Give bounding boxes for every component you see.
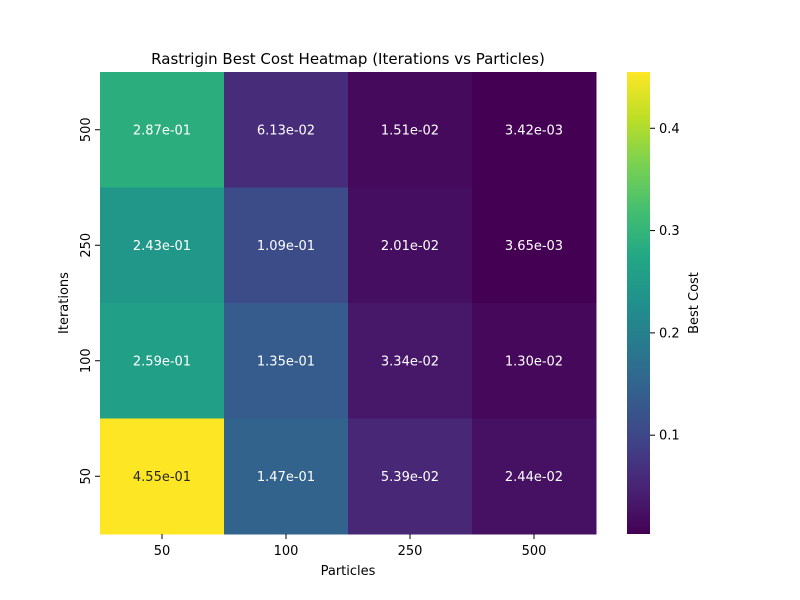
y-tick-label: 250 bbox=[79, 233, 94, 258]
heatmap-cell-500-100 bbox=[224, 72, 349, 188]
chart-title: Rastrigin Best Cost Heatmap (Iterations … bbox=[151, 50, 545, 68]
cell-value-label: 1.35e-01 bbox=[257, 354, 315, 369]
colorbar-tick-label: 0.1 bbox=[659, 429, 680, 444]
cell-value-label: 1.09e-01 bbox=[257, 239, 315, 254]
heatmap-cell-100-500 bbox=[472, 303, 597, 419]
heatmap-cell-100-100 bbox=[224, 303, 349, 419]
colorbar-tick-label: 0.2 bbox=[659, 326, 680, 341]
cell-value-label: 2.44e-02 bbox=[505, 470, 563, 485]
heatmap-cell-100-250 bbox=[348, 303, 473, 419]
cell-value-label: 2.43e-01 bbox=[133, 239, 191, 254]
colorbar-tick-label: 0.3 bbox=[659, 224, 680, 239]
heatmap-cell-50-250 bbox=[348, 418, 473, 535]
cell-value-label: 3.34e-02 bbox=[381, 354, 439, 369]
heatmap-cell-100-50 bbox=[100, 303, 225, 419]
cell-value-label: 6.13e-02 bbox=[257, 123, 315, 138]
cell-value-label: 2.59e-01 bbox=[133, 354, 191, 369]
heatmap-cell-50-100 bbox=[224, 418, 349, 535]
x-tick-label: 500 bbox=[522, 544, 547, 559]
cell-value-label: 3.65e-03 bbox=[505, 239, 563, 254]
heatmap-cell-250-500 bbox=[472, 187, 597, 304]
y-axis: 500 250 100 50 bbox=[79, 117, 100, 485]
x-axis: 50 100 250 500 bbox=[154, 534, 547, 559]
cell-value-label: 1.51e-02 bbox=[381, 123, 439, 138]
x-tick-label: 100 bbox=[274, 544, 299, 559]
heatmap-cell-50-50 bbox=[100, 418, 225, 535]
colorbar-gradient bbox=[627, 72, 650, 534]
x-axis-label: Particles bbox=[321, 564, 376, 579]
heatmap-cell-50-500 bbox=[472, 418, 597, 535]
colorbar: 0.1 0.2 0.3 0.4 Best Cost bbox=[627, 72, 702, 534]
cell-value-label: 3.42e-03 bbox=[505, 123, 563, 138]
heatmap-cell-500-50 bbox=[100, 72, 225, 188]
colorbar-ticks: 0.1 0.2 0.3 0.4 bbox=[650, 122, 680, 444]
y-tick-label: 500 bbox=[79, 117, 94, 142]
heatmap-cell-500-500 bbox=[472, 72, 597, 188]
cell-value-label: 2.01e-02 bbox=[381, 239, 439, 254]
cell-value-label: 5.39e-02 bbox=[381, 470, 439, 485]
cell-value-label: 1.30e-02 bbox=[505, 354, 563, 369]
x-tick-label: 50 bbox=[154, 544, 171, 559]
cell-value-label: 1.47e-01 bbox=[257, 470, 315, 485]
colorbar-label: Best Cost bbox=[687, 272, 702, 334]
heatmap-cell-250-100 bbox=[224, 187, 349, 304]
heatmap-cells bbox=[100, 72, 597, 535]
heatmap-cell-250-50 bbox=[100, 187, 225, 304]
y-tick-label: 100 bbox=[79, 348, 94, 373]
cell-value-label: 2.87e-01 bbox=[133, 123, 191, 138]
colorbar-tick-label: 0.4 bbox=[659, 122, 680, 137]
x-tick-label: 250 bbox=[398, 544, 423, 559]
heatmap-cell-250-250 bbox=[348, 187, 473, 304]
heatmap-cell-labels: 2.87e-01 6.13e-02 1.51e-02 3.42e-03 2.43e-01… bbox=[133, 123, 563, 485]
y-tick-label: 50 bbox=[79, 468, 94, 485]
heatmap-cell-500-250 bbox=[348, 72, 473, 188]
y-axis-label: Iterations bbox=[57, 272, 72, 334]
cell-value-label: 4.55e-01 bbox=[133, 470, 191, 485]
